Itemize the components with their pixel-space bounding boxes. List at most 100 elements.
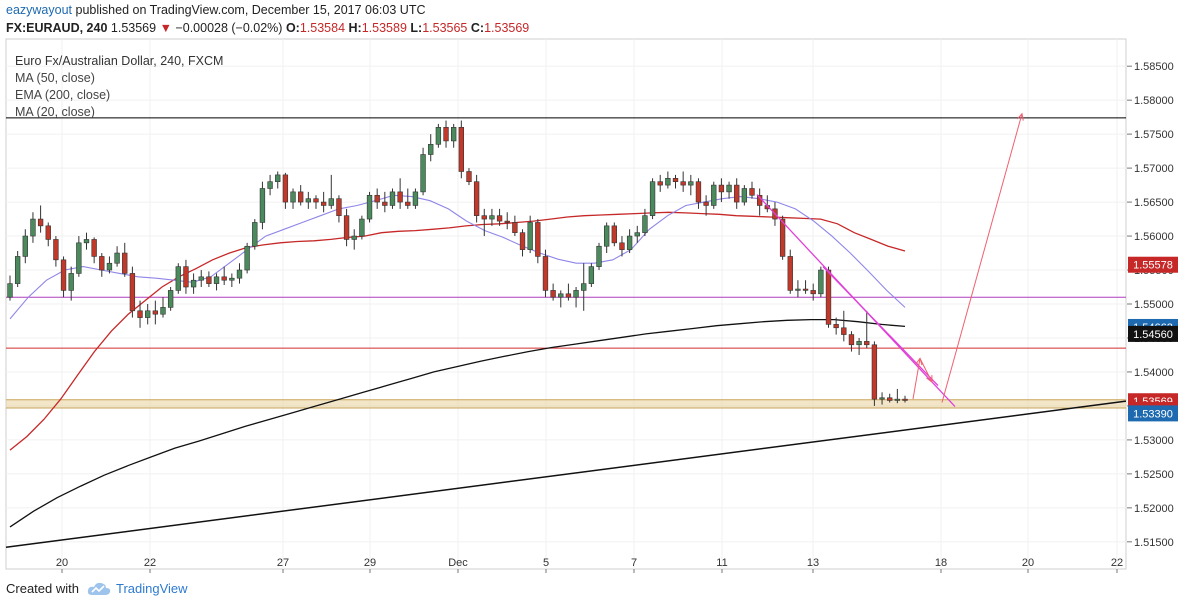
candle-body bbox=[718, 184, 725, 193]
candle bbox=[213, 273, 220, 291]
price-label[interactable]: 1.54560 bbox=[1128, 325, 1178, 342]
grid bbox=[6, 39, 1126, 569]
price-axis[interactable]: 1.58500 1.58000 1.57500 1.57000 1.56500 1.560… bbox=[1127, 61, 1178, 549]
candle bbox=[160, 297, 166, 318]
candle bbox=[122, 242, 128, 277]
candle bbox=[30, 212, 36, 243]
ohlc-header: FX:EURAUD, 240 1.53569 ▼ −0.00028 (−0.02… bbox=[6, 21, 529, 35]
candle bbox=[99, 253, 105, 277]
candle-body bbox=[535, 222, 541, 257]
candle-body bbox=[167, 290, 174, 308]
price-label-bg bbox=[1128, 325, 1178, 342]
candle bbox=[856, 337, 862, 355]
candle-body bbox=[282, 174, 289, 203]
candle-body bbox=[626, 235, 633, 250]
candle bbox=[7, 275, 13, 301]
candle bbox=[328, 174, 334, 209]
candle bbox=[167, 287, 174, 311]
projection-arrow-segment bbox=[912, 358, 921, 400]
candle bbox=[252, 219, 258, 250]
candle-body bbox=[275, 174, 281, 182]
candle bbox=[795, 280, 801, 298]
y-tick-label: 1.52000 bbox=[1134, 503, 1174, 515]
candle-body bbox=[221, 276, 227, 281]
y-tick-label: 1.51500 bbox=[1134, 537, 1174, 549]
candle-body bbox=[244, 245, 250, 271]
candle bbox=[642, 208, 648, 237]
price-label[interactable]: 1.53390 bbox=[1128, 405, 1178, 422]
candle-body bbox=[848, 334, 855, 346]
candle bbox=[374, 188, 380, 209]
candle bbox=[366, 191, 373, 223]
candle-body bbox=[588, 266, 595, 284]
price-label[interactable]: 1.55578 bbox=[1128, 256, 1178, 273]
candle-body bbox=[366, 194, 373, 220]
candle bbox=[267, 174, 273, 196]
arrowhead-icon bbox=[926, 375, 933, 384]
candle-body bbox=[649, 181, 656, 216]
candle bbox=[726, 181, 732, 199]
ma50-line bbox=[9, 211, 906, 451]
candle bbox=[382, 191, 388, 213]
candle bbox=[711, 181, 717, 209]
legend-ema200: EMA (200, close) bbox=[15, 88, 110, 102]
candle-body bbox=[30, 218, 36, 237]
x-tick-label: 7 bbox=[631, 557, 637, 569]
candle-body bbox=[512, 222, 518, 233]
candle-body bbox=[259, 188, 266, 223]
candle-body bbox=[183, 266, 189, 288]
candle-body bbox=[76, 242, 82, 274]
candle bbox=[634, 225, 640, 243]
legend-ma20: MA (20, close) bbox=[15, 105, 95, 119]
candle bbox=[458, 120, 464, 179]
candle bbox=[282, 172, 289, 209]
candle bbox=[879, 392, 885, 405]
candle bbox=[320, 191, 327, 213]
candle bbox=[221, 266, 227, 285]
price-label-text: 1.54560 bbox=[1133, 329, 1173, 341]
candle bbox=[734, 178, 740, 209]
candle bbox=[275, 171, 281, 189]
candle bbox=[175, 263, 181, 294]
candle-body bbox=[871, 344, 878, 400]
candle-body bbox=[695, 181, 702, 203]
candle bbox=[229, 273, 235, 288]
candle-body bbox=[129, 273, 136, 312]
x-tick-label: 27 bbox=[277, 557, 289, 569]
candle bbox=[665, 171, 671, 189]
y-tick-label: 1.56500 bbox=[1134, 197, 1174, 209]
candle bbox=[833, 317, 839, 335]
tradingview-cloud-icon bbox=[87, 582, 111, 595]
candle bbox=[565, 283, 572, 301]
y-tick-label: 1.54000 bbox=[1134, 367, 1174, 379]
candle bbox=[106, 256, 113, 274]
candle-body bbox=[581, 283, 587, 291]
candle bbox=[581, 263, 587, 311]
candle bbox=[83, 232, 90, 250]
candle-body bbox=[451, 127, 457, 142]
time-axis[interactable]: 20 22 27 29 Dec 5 7 11 13 18 20 22 bbox=[56, 557, 1123, 573]
candle-body bbox=[37, 218, 44, 227]
candle-body bbox=[527, 222, 533, 250]
candle-body bbox=[114, 252, 120, 264]
support-zone bbox=[6, 399, 1126, 409]
candle bbox=[22, 229, 28, 264]
candle bbox=[481, 208, 487, 237]
candles bbox=[7, 120, 908, 406]
close-value: 1.53569 bbox=[484, 21, 530, 35]
candle-body bbox=[45, 225, 51, 240]
price-label-text: 1.55578 bbox=[1133, 260, 1173, 272]
high-label: H: bbox=[348, 21, 362, 35]
author-link[interactable]: eazywayout bbox=[6, 3, 73, 17]
candle-body bbox=[420, 154, 426, 193]
tradingview-link[interactable]: TradingView bbox=[115, 581, 188, 596]
candle-body bbox=[894, 398, 901, 401]
candle-body bbox=[672, 177, 679, 182]
candle bbox=[336, 195, 342, 223]
y-tick-label: 1.57000 bbox=[1134, 163, 1174, 175]
candle bbox=[114, 246, 120, 267]
candle-body bbox=[229, 277, 235, 281]
candle bbox=[871, 341, 878, 406]
price-label-text: 1.53390 bbox=[1133, 408, 1173, 420]
